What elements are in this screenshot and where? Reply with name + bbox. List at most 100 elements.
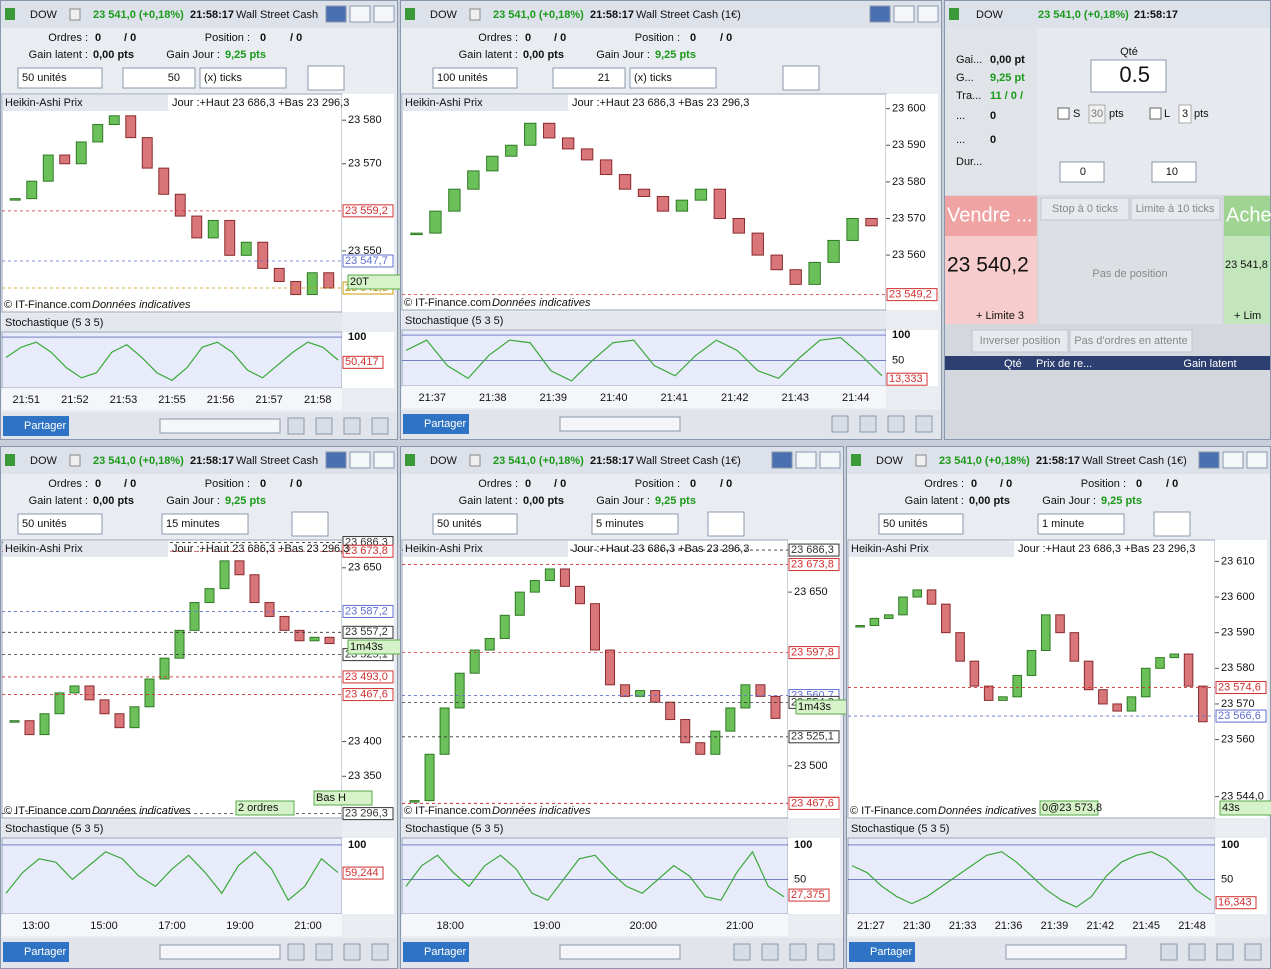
window-button[interactable] [1222,451,1244,469]
stop-check[interactable] [1057,107,1070,120]
count-input[interactable] [552,67,626,89]
instrument-icon[interactable] [5,454,15,466]
note-box [313,790,373,806]
instrument-icon[interactable] [949,8,959,20]
window-button[interactable] [325,451,347,469]
scrollbar[interactable] [159,944,281,960]
units-select[interactable] [878,513,964,535]
candle [219,560,230,590]
tool-button[interactable] [1160,943,1178,961]
stop-button[interactable] [1040,197,1130,221]
gain-latent-label: Gain latent : [459,495,518,507]
tool-button[interactable] [789,943,807,961]
window-button[interactable] [349,5,371,23]
tool-button[interactable] [371,417,389,435]
window-button[interactable] [373,451,395,469]
limit-ticks-input[interactable] [1151,161,1197,183]
instrument-icon[interactable] [851,454,861,466]
chart-type-button[interactable] [782,65,820,91]
price-panel [1,539,343,819]
window-button[interactable] [795,451,817,469]
period-select[interactable] [591,513,679,535]
stop-ticks-input[interactable] [1059,161,1105,183]
tool-button[interactable] [1244,943,1262,961]
tool-button[interactable] [761,943,779,961]
credit-note: Données indicatives [92,805,191,817]
y-tick-label: 23 650 [794,586,828,598]
candle [580,148,594,161]
chart-type-button[interactable] [1153,511,1191,537]
instrument-icon[interactable] [5,8,15,20]
pending-button[interactable] [1069,329,1193,353]
window-button[interactable] [893,5,915,23]
tool-button[interactable] [733,943,751,961]
period-count: 50 [168,72,180,84]
period-select[interactable] [199,67,287,89]
share-button[interactable] [849,942,915,962]
share-button[interactable] [403,414,469,434]
period-select[interactable] [1037,513,1125,535]
qty-label: Qté [1120,46,1138,58]
tool-button[interactable] [887,415,905,433]
candle [998,696,1008,701]
chart-window: DOW 23 541,0 (+0,18%) 21:58:17 Wall Street … [0,446,407,969]
window-button[interactable] [325,5,347,23]
tool-button[interactable] [343,417,361,435]
stop-input[interactable] [1088,104,1106,124]
price-box [342,625,394,639]
tool-button[interactable] [315,417,333,435]
buy-price: 23 541,8 [1225,259,1268,271]
tool-button[interactable] [831,415,849,433]
limit-input[interactable] [1178,104,1192,124]
tool-button[interactable] [859,415,877,433]
y-tick-label: 23 544,0 [1221,791,1264,803]
period-select[interactable] [629,67,717,89]
column-header: Gain latent [1183,358,1236,370]
buy-label: Ache [1226,204,1271,226]
limit-button[interactable] [1130,197,1221,221]
tool-button[interactable] [343,943,361,961]
tool-button[interactable] [371,943,389,961]
window-button[interactable] [917,5,939,23]
units-select[interactable] [432,67,518,89]
chart-type-button[interactable] [307,65,345,91]
tool-button[interactable] [817,943,835,961]
candle [24,720,35,736]
count-input[interactable] [122,67,196,89]
units-select[interactable] [17,67,103,89]
window-button[interactable] [819,451,841,469]
period-select[interactable] [161,513,249,535]
candle [599,159,613,176]
window-button[interactable] [373,5,395,23]
tool-button[interactable] [915,415,933,433]
tool-button[interactable] [287,417,305,435]
scrollbar[interactable] [159,418,281,434]
window-button[interactable] [1198,451,1220,469]
chart-type-button[interactable] [291,511,329,537]
qty-input[interactable] [1090,59,1167,93]
units-select[interactable] [17,513,103,535]
share-button[interactable] [3,942,69,962]
scrollbar[interactable] [559,416,681,432]
window-button[interactable] [1246,451,1268,469]
tool-button[interactable] [315,943,333,961]
share-button[interactable] [3,416,69,436]
instrument-icon[interactable] [405,454,415,466]
scrollbar[interactable] [559,944,681,960]
stoch-title: Stochastique (5 3 5) [5,317,103,329]
reverse-button[interactable] [971,329,1069,353]
window-button[interactable] [869,5,891,23]
share-button[interactable] [403,942,469,962]
window-button[interactable] [349,451,371,469]
jour-range: Jour :+Haut 23 686,3 +Bas 23 296,3 [572,97,749,109]
units-select[interactable] [432,513,518,535]
limit-check[interactable] [1149,107,1162,120]
tool-button[interactable] [1216,943,1234,961]
instrument-icon[interactable] [405,8,415,20]
stoch-line [5,341,339,382]
window-button[interactable] [771,451,793,469]
tool-button[interactable] [1188,943,1206,961]
scrollbar[interactable] [1005,944,1127,960]
tool-button[interactable] [287,943,305,961]
chart-type-button[interactable] [707,511,745,537]
